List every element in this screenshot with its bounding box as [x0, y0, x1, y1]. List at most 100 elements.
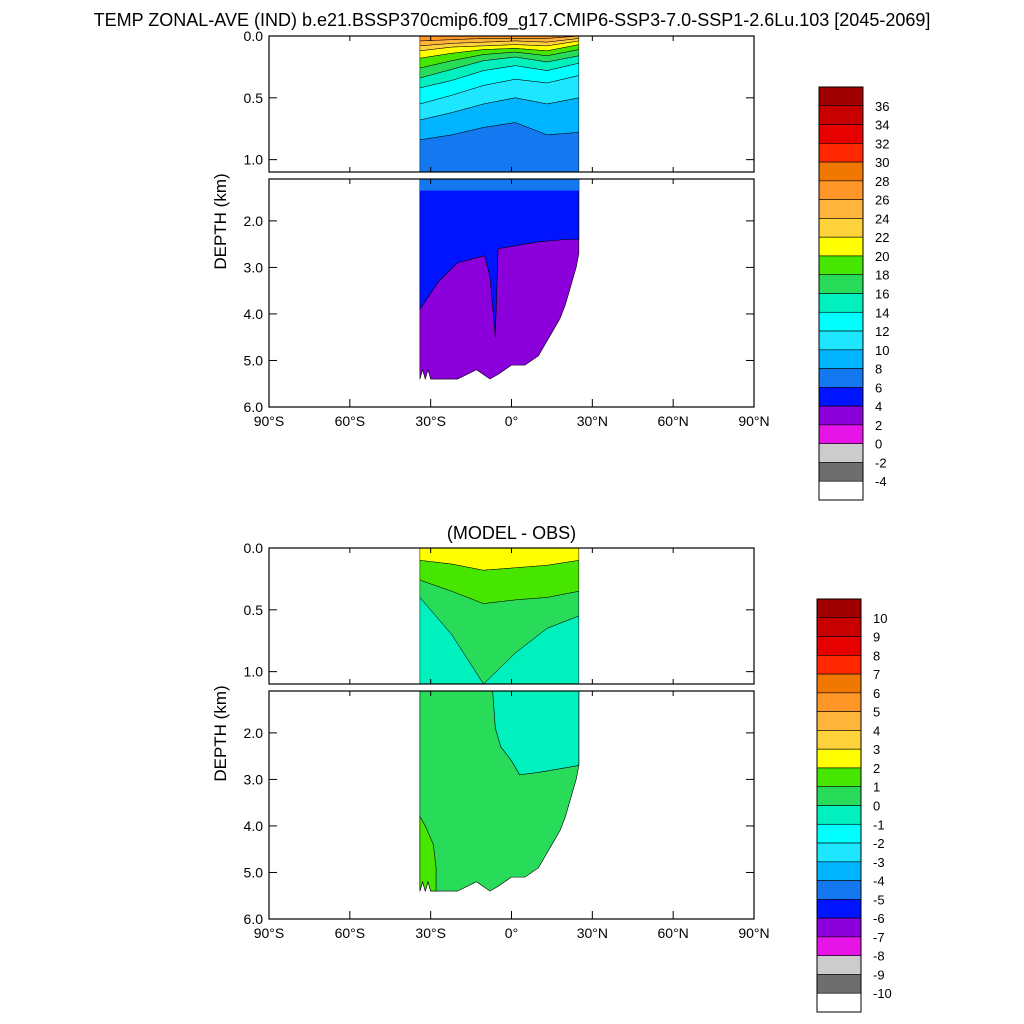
- colorbar-swatch: [816, 899, 862, 919]
- colorbar-swatch: [816, 974, 862, 994]
- colorbar-label: -10: [873, 986, 892, 1001]
- lower-top-strip: [419, 179, 579, 191]
- x-tick-label: 90°N: [738, 925, 769, 941]
- colorbar-swatch: [816, 767, 862, 788]
- colorbar-swatch: [816, 617, 862, 637]
- colorbar-swatch: [816, 936, 862, 956]
- colorbar-label: 6: [873, 686, 880, 701]
- x-tick-label: 0°: [505, 413, 518, 429]
- colorbar-swatch: [816, 786, 862, 806]
- colorbar-swatch: [816, 748, 862, 769]
- lower-contour-regions: [419, 690, 580, 893]
- x-axis: 90°S 60°S 30°S 0° 30°N 60°N 90°N: [254, 548, 770, 941]
- colorbar-label: 10: [875, 343, 889, 358]
- colorbar-swatch: [816, 730, 862, 750]
- panel-title: (MODEL - OBS): [447, 523, 576, 543]
- y-tick-label: 6.0: [244, 911, 264, 927]
- y-tick-label: 1.0: [244, 664, 264, 680]
- colorbar-swatch: [818, 180, 864, 200]
- colorbar-swatch: [816, 805, 862, 825]
- colorbar-swatch: [818, 255, 864, 276]
- lower-region-southern-patch: [419, 815, 437, 893]
- colorbar-swatch: [816, 861, 862, 881]
- upper-contour-bands: [419, 35, 580, 173]
- colorbar-swatch: [816, 655, 862, 675]
- colorbar-swatch: [816, 955, 862, 975]
- y-tick-label: 2.0: [244, 725, 264, 741]
- colorbar-label: 6: [875, 380, 882, 395]
- colorbar-swatch: [818, 274, 864, 294]
- y-axis-label: DEPTH (km): [211, 685, 230, 781]
- x-tick-label: 60°N: [658, 413, 689, 429]
- x-tick-label: 30°S: [415, 925, 446, 941]
- colorbar-swatch: [818, 349, 864, 369]
- colorbar-swatch: [816, 673, 862, 694]
- colorbar-swatch: [816, 992, 862, 1013]
- colorbar-label: 8: [875, 362, 882, 377]
- colorbar-swatch: [818, 387, 864, 407]
- colorbar-label: 4: [873, 723, 880, 738]
- colorbar-label: 36: [875, 99, 889, 114]
- colorbar-swatch: [818, 480, 864, 501]
- colorbar-swatch: [818, 124, 864, 144]
- model-minus-obs-panel: (MODEL - OBS)90°S 60°S 30°S 0° 30°N 60°N 90°N0…: [211, 523, 892, 1013]
- x-tick-label: 30°N: [577, 925, 608, 941]
- colorbar-label: -5: [873, 892, 885, 907]
- colorbar-swatch: [818, 293, 864, 313]
- x-axis: 90°S 60°S 30°S 0° 30°N 60°N 90°N: [254, 36, 770, 429]
- y-tick-label: 1.0: [244, 152, 264, 168]
- colorbar-swatch: [816, 636, 862, 656]
- colorbar-label: -1: [873, 817, 885, 832]
- colorbar-swatch: [816, 711, 862, 731]
- colorbar-swatch: [818, 236, 864, 257]
- colorbar-swatch: [818, 330, 864, 351]
- colorbar-swatch: [818, 86, 864, 107]
- page-title: TEMP ZONAL-AVE (IND) b.e21.BSSP370cmip6.…: [94, 10, 931, 31]
- colorbar-swatch: [818, 424, 864, 444]
- colorbar-label: 30: [875, 155, 889, 170]
- colorbar-label: 9: [873, 630, 880, 645]
- y-tick-label: 4.0: [244, 818, 264, 834]
- y-tick-label: 0.5: [244, 90, 264, 106]
- colorbar-label: -8: [873, 949, 885, 964]
- x-tick-label: 30°S: [415, 413, 446, 429]
- y-tick-label: 0.0: [244, 28, 264, 44]
- colorbar-label: 5: [873, 705, 880, 720]
- colorbar-label: 2: [873, 761, 880, 776]
- colorbar-label: -2: [873, 836, 885, 851]
- colorbar-label: 18: [875, 268, 889, 283]
- x-tick-label: 60°S: [335, 413, 366, 429]
- colorbar-label: 34: [875, 118, 889, 133]
- colorbar-label: -2: [875, 455, 887, 470]
- y-axis-label: DEPTH (km): [211, 173, 230, 269]
- colorbar-label: 26: [875, 193, 889, 208]
- colorbar-label: 32: [875, 136, 889, 151]
- y-axis: 0.0 0.5 1.0 2.0 3.0 4.0 5.0 6.0: [244, 540, 754, 927]
- colorbar-swatch: [818, 368, 864, 388]
- y-tick-label: 0.0: [244, 540, 264, 556]
- colorbar-swatch: [818, 462, 864, 482]
- lower-region-north-deep: [489, 690, 580, 776]
- colorbar-label: -6: [873, 911, 885, 926]
- colorbar-label: -9: [873, 967, 885, 982]
- x-tick-label: 0°: [505, 925, 518, 941]
- y-tick-label: 3.0: [244, 771, 264, 787]
- y-tick-label: 3.0: [244, 259, 264, 275]
- x-tick-label: 90°S: [254, 925, 285, 941]
- colorbar-label: 16: [875, 287, 889, 302]
- colorbar-swatch: [818, 143, 864, 163]
- colorbar-label: 8: [873, 648, 880, 663]
- colorbar-label: 3: [873, 742, 880, 757]
- colorbar-frame: [818, 86, 864, 501]
- y-tick-label: 5.0: [244, 352, 264, 368]
- colorbar-frame: [816, 598, 862, 1013]
- y-tick-label: 2.0: [244, 213, 264, 229]
- colorbar-label: 4: [875, 399, 882, 414]
- x-tick-label: 90°N: [738, 413, 769, 429]
- colorbar-label: 22: [875, 230, 889, 245]
- lower-contour-regions: [419, 178, 580, 381]
- upper-contour-bands: [419, 547, 580, 685]
- colorbar-swatch: [816, 598, 862, 619]
